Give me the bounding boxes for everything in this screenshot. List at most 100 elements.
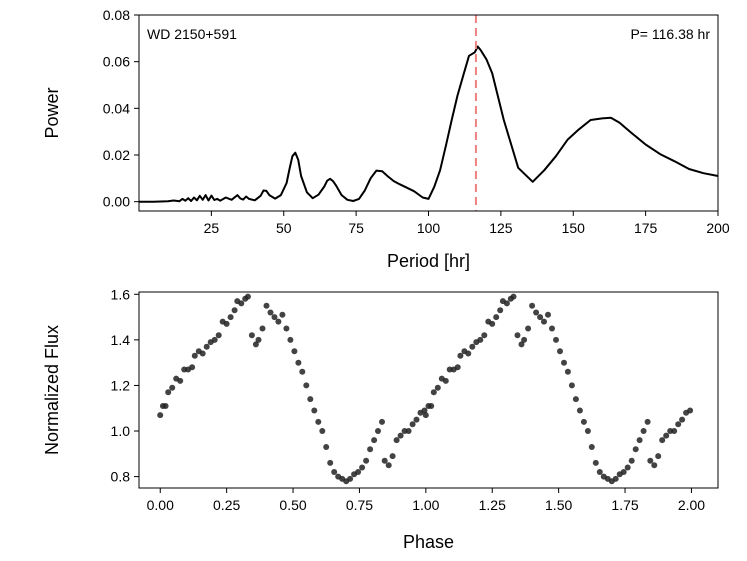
data-point	[347, 475, 354, 482]
x-tick-label: 75	[348, 220, 364, 236]
data-point	[177, 377, 184, 384]
data-point	[385, 462, 392, 469]
data-point	[525, 325, 532, 332]
x-tick-label: 0.75	[346, 497, 373, 513]
data-point	[493, 314, 500, 321]
data-point	[465, 350, 472, 357]
data-point	[223, 320, 230, 327]
y-tick-label: 0.08	[103, 7, 130, 23]
phase-x-axis-label: Phase	[403, 532, 454, 552]
y-tick-label: 0.8	[111, 469, 131, 485]
data-point	[215, 332, 222, 339]
data-point	[655, 453, 662, 460]
x-tick-label: 0.00	[147, 497, 174, 513]
data-point	[620, 469, 627, 475]
data-point	[311, 407, 318, 414]
data-point	[514, 332, 521, 339]
data-point	[537, 314, 544, 321]
data-point	[628, 457, 635, 464]
data-point	[409, 421, 416, 428]
data-point	[162, 403, 169, 409]
data-point	[671, 428, 678, 434]
data-point	[259, 325, 266, 332]
data-point	[434, 384, 441, 391]
data-point	[275, 318, 282, 325]
data-point	[572, 396, 579, 403]
data-point	[363, 457, 370, 464]
data-point	[421, 407, 428, 414]
periodogram-y-axis-label: Power	[42, 87, 62, 138]
data-point	[584, 428, 591, 434]
data-point	[227, 314, 234, 321]
data-point	[557, 348, 563, 355]
data-point	[279, 311, 286, 318]
data-point	[244, 293, 251, 300]
data-point	[457, 352, 464, 359]
data-point	[489, 320, 496, 327]
data-point	[510, 293, 517, 300]
data-point	[169, 384, 176, 391]
x-tick-label: 125	[489, 220, 513, 236]
data-point	[428, 403, 435, 409]
data-point	[553, 336, 559, 343]
data-point	[389, 453, 396, 460]
data-point	[651, 462, 658, 469]
data-point	[588, 444, 595, 450]
data-point	[596, 469, 603, 475]
data-point	[687, 407, 694, 414]
data-point	[299, 368, 306, 375]
data-point	[481, 332, 488, 339]
y-tick-label: 0.04	[103, 100, 130, 116]
data-point	[397, 432, 404, 439]
x-tick-label: 200	[706, 220, 730, 236]
y-tick-label: 1.6	[111, 286, 131, 302]
data-point	[541, 318, 547, 325]
data-point	[367, 446, 374, 453]
phase-axes-frame	[138, 291, 719, 489]
data-point	[287, 336, 294, 343]
data-point	[393, 437, 400, 444]
data-point	[529, 302, 536, 309]
data-point	[359, 464, 366, 471]
data-point	[165, 389, 172, 396]
y-tick-label: 1.4	[111, 332, 131, 348]
data-point	[267, 309, 274, 316]
data-point	[549, 325, 555, 332]
data-point	[231, 307, 238, 314]
x-tick-label: 100	[417, 220, 441, 236]
data-point	[375, 428, 381, 434]
data-point	[454, 364, 461, 371]
data-point	[624, 464, 631, 471]
periodogram-x-axis-label: Period [hr]	[387, 251, 470, 271]
data-point	[331, 469, 338, 475]
data-point	[568, 382, 575, 389]
data-point	[191, 352, 198, 359]
data-point	[291, 348, 298, 355]
y-tick-label: 1.0	[111, 423, 131, 439]
data-point	[503, 300, 510, 307]
data-point	[315, 418, 322, 425]
phase-y-axis-label: Normalized Flux	[42, 325, 62, 455]
data-point	[327, 459, 334, 466]
y-tick-label: 0.02	[103, 147, 130, 163]
y-tick-label: 0.06	[103, 54, 130, 70]
x-tick-label: 1.50	[545, 497, 572, 513]
x-tick-label: 25	[204, 220, 220, 236]
period-value-label: P= 116.38 hr	[630, 26, 710, 42]
x-tick-label: 50	[276, 220, 292, 236]
x-tick-label: 175	[634, 220, 658, 236]
data-point	[211, 336, 218, 343]
data-point	[255, 336, 262, 343]
data-point	[248, 332, 255, 339]
data-point	[545, 311, 551, 318]
data-point	[252, 341, 259, 348]
data-point	[612, 475, 619, 482]
data-point	[521, 336, 528, 343]
data-point	[189, 364, 196, 371]
data-point	[477, 336, 484, 343]
data-point	[592, 459, 599, 466]
data-point	[430, 389, 437, 396]
data-point	[303, 382, 310, 389]
data-point	[271, 314, 278, 321]
data-point	[561, 359, 567, 366]
